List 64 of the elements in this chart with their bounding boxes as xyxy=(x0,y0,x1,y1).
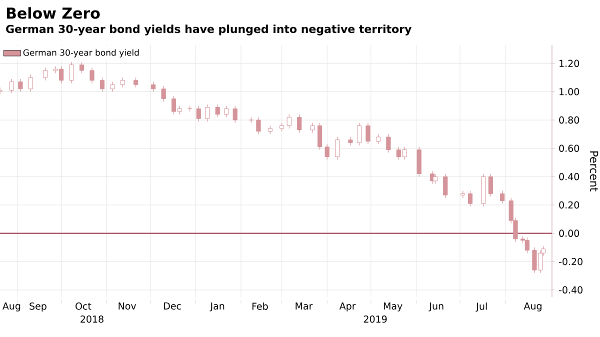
x-tick-label: Aug xyxy=(2,302,20,312)
x-tick-label: Oct xyxy=(76,302,92,310)
x-tick-label: Apr xyxy=(339,302,356,312)
candlestick xyxy=(90,67,94,84)
candlestick xyxy=(318,122,322,150)
candlestick xyxy=(324,144,330,160)
candlestick xyxy=(110,82,115,92)
x-tick-label: Jan xyxy=(210,302,224,312)
candlestick xyxy=(432,174,438,184)
y-tick-label: 0.80 xyxy=(559,116,580,124)
candlestick xyxy=(335,136,340,160)
y-tick-label: 0.00 xyxy=(559,230,580,237)
y-axis-title: Percent xyxy=(590,151,598,192)
candlestick xyxy=(120,77,125,88)
candlestick xyxy=(488,174,493,197)
candlestick xyxy=(100,77,105,92)
y-tick-label: -0.40 xyxy=(558,286,582,294)
candlestick xyxy=(151,82,156,92)
x-tick-label: Mar xyxy=(296,302,313,310)
x-tick-label: Nov xyxy=(118,302,136,310)
candlestick xyxy=(524,237,530,254)
y-tick-label: 1.20 xyxy=(560,60,580,67)
x-tick-label: Aug xyxy=(524,302,542,312)
candlestick xyxy=(348,136,353,146)
candlestick xyxy=(28,74,33,92)
candlestick xyxy=(134,77,138,88)
chart-subtitle: German 30-year bond yields have plunged into negative territory xyxy=(6,24,412,36)
candlestick xyxy=(376,134,381,144)
candlestick xyxy=(18,78,23,92)
candlestick xyxy=(356,122,362,146)
candlestick xyxy=(443,174,448,198)
chart-title: Below Zero xyxy=(6,7,100,19)
candlestick xyxy=(42,67,48,81)
y-tick-label: 0.40 xyxy=(559,173,580,180)
x-tick-label: May xyxy=(384,302,402,312)
x-tick-label: Jul xyxy=(476,302,487,312)
candlestick xyxy=(224,106,229,118)
y-tick-label: 1.00 xyxy=(560,88,580,96)
candlestick xyxy=(232,106,238,124)
candlestick xyxy=(205,104,210,122)
candlestick xyxy=(196,106,201,122)
candlestick xyxy=(310,122,315,134)
text: 2018 xyxy=(80,316,104,323)
candlestick xyxy=(286,114,292,129)
candlestick xyxy=(161,86,166,102)
candlestick xyxy=(215,104,220,118)
y-tick-label: -0.20 xyxy=(558,258,582,266)
candlestick xyxy=(256,116,261,134)
x-tick-label: Feb xyxy=(252,302,268,310)
candlestick xyxy=(69,62,74,84)
candlestick xyxy=(500,190,505,204)
candlestick xyxy=(297,114,302,134)
x-tick-label: Dec xyxy=(164,302,181,310)
y-tick-label: 0.20 xyxy=(559,201,580,209)
x-tick-label: Jun xyxy=(428,302,444,312)
legend-label: German 30-year bond yield xyxy=(23,49,139,58)
candlestick xyxy=(386,134,391,153)
candlestick xyxy=(468,190,473,207)
candlestick xyxy=(9,78,14,94)
x-tick-label: Sep xyxy=(30,302,46,312)
text: 2019 xyxy=(364,316,387,323)
candlestick xyxy=(79,62,84,74)
y-tick-label: 0.60 xyxy=(559,144,580,152)
candlestick xyxy=(366,122,370,144)
